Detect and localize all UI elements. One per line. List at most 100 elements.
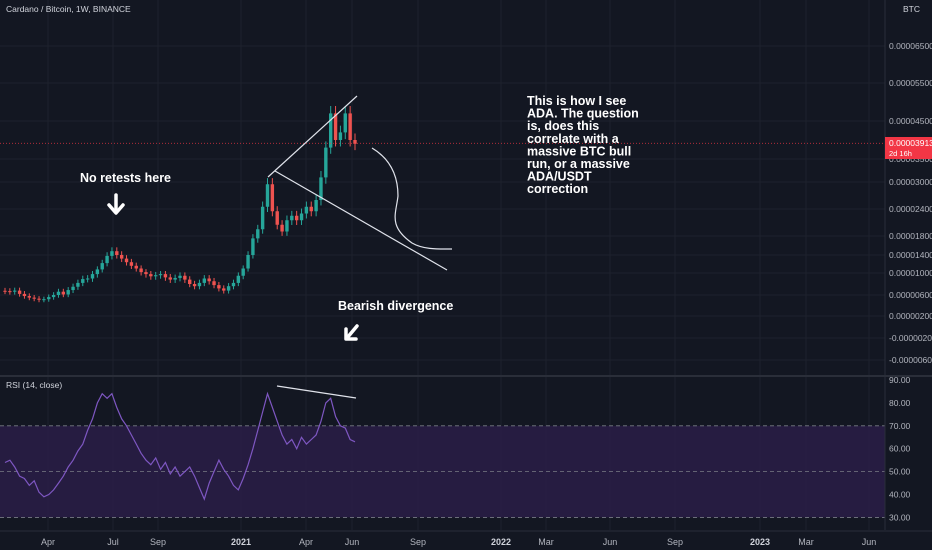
candle-body: [22, 293, 27, 297]
annotation-thesis-line: massive BTC bull: [527, 144, 631, 158]
rsi-tick-label: 30.00: [889, 512, 911, 522]
candle-body: [285, 220, 289, 232]
candle-body: [119, 255, 124, 259]
candle-body: [348, 113, 352, 140]
annotation-thesis-line: correlate with a: [527, 132, 620, 146]
trendline-upper: [267, 95, 358, 178]
time-tick-label: Jun: [603, 537, 618, 547]
rsi-tick-label: 90.00: [889, 375, 911, 385]
candle-body: [304, 206, 309, 214]
candle-body: [241, 268, 245, 276]
price-badge-background: [885, 137, 932, 159]
candle-body: [85, 278, 90, 280]
price-tick-label: 0.00001000: [889, 268, 932, 278]
annotation-thesis-line: run, or a massive: [527, 157, 630, 171]
annotation-thesis-line: correction: [527, 182, 588, 196]
rsi-tick-label: 60.00: [889, 444, 911, 454]
candle-body: [134, 265, 138, 269]
candle-body: [42, 299, 46, 301]
candle-body: [17, 290, 22, 294]
candle-body: [183, 275, 187, 280]
candle-body: [188, 279, 192, 284]
candle-body: [202, 278, 207, 283]
trendline-lower: [274, 170, 448, 271]
rsi-tick-label: 70.00: [889, 421, 911, 431]
countdown-label: 2d 16h: [889, 149, 912, 158]
time-tick-label: 2022: [491, 537, 511, 547]
candle-body: [129, 262, 134, 266]
candle-body: [105, 255, 109, 264]
candle-body: [8, 291, 12, 293]
price-tick-label: 0.00001400: [889, 250, 932, 260]
candle-body: [115, 251, 119, 255]
time-tick-label: Apr: [299, 537, 313, 547]
candle-body: [27, 296, 32, 298]
candle-body: [3, 290, 7, 292]
candle-body: [37, 298, 41, 300]
rsi-divergence-line: [276, 385, 357, 399]
candle-body: [236, 275, 241, 283]
time-tick-label: Sep: [410, 537, 426, 547]
candle-body: [309, 206, 313, 212]
candle-body: [226, 286, 231, 291]
candle-body: [299, 213, 304, 221]
annotation-thesis-line: ADA/USDT: [527, 170, 592, 184]
price-tick-label: 0.00005500: [889, 78, 932, 88]
time-tick-label: Sep: [667, 537, 683, 547]
candle-body: [275, 211, 279, 225]
candle-body: [100, 263, 104, 270]
time-tick-label: 2023: [750, 537, 770, 547]
candle-body: [178, 275, 182, 278]
annotation-no-retests: No retests here: [80, 171, 171, 185]
annotation-thesis-line: is, does this: [527, 119, 599, 133]
candle-body: [149, 274, 153, 277]
candle-body: [32, 297, 36, 299]
candle-body: [197, 282, 202, 287]
user-drawings: [267, 95, 453, 399]
candle-body: [338, 132, 343, 140]
candle-body: [81, 279, 85, 283]
rsi-line: [4, 391, 356, 501]
annotation-thesis-line: ADA. The question: [527, 107, 639, 121]
candle-body: [76, 282, 80, 287]
symbol-title[interactable]: Cardano / Bitcoin, 1W, BINANCE: [6, 4, 131, 14]
time-tick-label: Jun: [862, 537, 877, 547]
candle-body: [51, 295, 56, 298]
candle-body: [66, 290, 70, 295]
price-tick-label: 0.00001800: [889, 231, 932, 241]
candle-body: [153, 275, 158, 277]
time-tick-label: Jul: [107, 537, 119, 547]
down-arrow-icon: [107, 193, 125, 215]
candle-body: [61, 291, 66, 295]
candle-body: [139, 268, 143, 273]
candle-body: [163, 274, 168, 278]
rsi-header[interactable]: RSI (14, close): [6, 380, 62, 390]
rsi-tick-label: 50.00: [889, 467, 911, 477]
candle-body: [13, 290, 17, 292]
candle-body: [246, 255, 250, 269]
candle-body: [71, 286, 75, 291]
price-tick-label: 0.00000200: [889, 311, 932, 321]
time-tick-label: Jun: [345, 537, 360, 547]
price-tick-label: 0.00003000: [889, 177, 932, 187]
time-tick-label: Mar: [798, 537, 814, 547]
candle-body: [110, 251, 114, 256]
candle-body: [207, 278, 211, 282]
candle-body: [173, 277, 177, 280]
candle-body: [265, 184, 270, 207]
price-tick-label: 0.00002400: [889, 204, 932, 214]
candle-body: [95, 269, 100, 275]
candle-body: [324, 147, 328, 178]
candle-body: [343, 113, 347, 133]
candle-body: [290, 215, 294, 221]
price-tick-label: 0.00000600: [889, 290, 932, 300]
candle-body: [280, 224, 284, 232]
time-tick-label: 2021: [231, 537, 251, 547]
rsi-tick-label: 80.00: [889, 398, 911, 408]
candle-body: [56, 291, 61, 295]
candle-body: [217, 285, 221, 289]
last-price-label: 0.00003913: [889, 138, 932, 148]
candle-body: [124, 258, 129, 263]
candle-body: [270, 184, 275, 212]
